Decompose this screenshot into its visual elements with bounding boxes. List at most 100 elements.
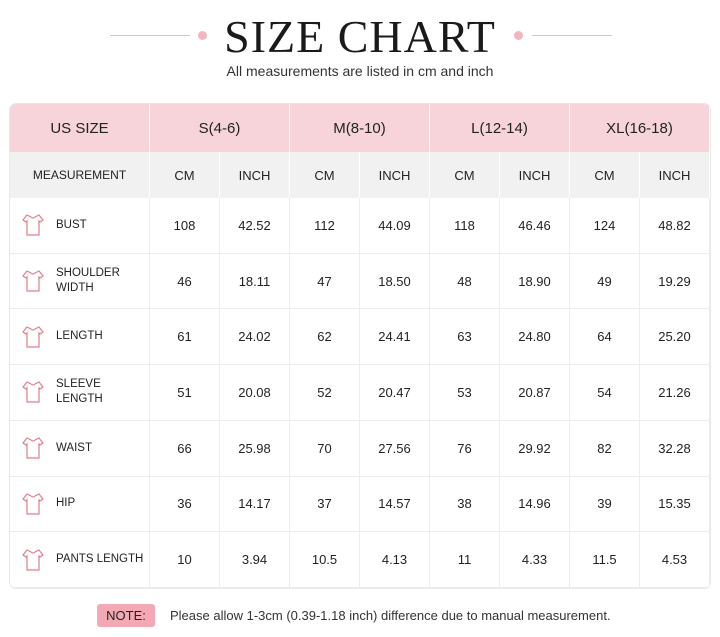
value-cell: 124 bbox=[570, 198, 640, 254]
measurement-label: LENGTH bbox=[10, 309, 150, 366]
unit-header: CM bbox=[290, 152, 360, 198]
value-cell: 15.35 bbox=[640, 476, 710, 533]
value-cell: 24.41 bbox=[360, 309, 430, 366]
value-cell: 10.5 bbox=[290, 532, 360, 588]
value-cell: 51 bbox=[150, 365, 220, 421]
value-cell: 44.09 bbox=[360, 198, 430, 254]
value-cell: 4.33 bbox=[500, 532, 570, 588]
value-cell: 63 bbox=[430, 309, 500, 366]
value-cell: 76 bbox=[430, 420, 500, 477]
icon bbox=[22, 381, 44, 404]
unit-header: INCH bbox=[500, 152, 570, 198]
value-cell: 21.26 bbox=[640, 365, 710, 421]
measurement-header: MEASUREMENT bbox=[10, 152, 150, 198]
label-text: WAIST bbox=[56, 441, 92, 454]
value-cell: 19.29 bbox=[640, 253, 710, 310]
value-cell: 118 bbox=[430, 198, 500, 254]
value-cell: 18.50 bbox=[360, 253, 430, 310]
measurement-label: HIP bbox=[10, 476, 150, 533]
value-cell: 10 bbox=[150, 532, 220, 588]
measurement-label: BUST bbox=[10, 198, 150, 254]
value-cell: 47 bbox=[290, 253, 360, 310]
measurement-label: SHOULDER WIDTH bbox=[10, 253, 150, 310]
label-text: SHOULDER WIDTH bbox=[56, 267, 120, 295]
size-header: L(12-14) bbox=[430, 104, 570, 152]
size-header: S(4-6) bbox=[150, 104, 290, 152]
value-cell: 27.56 bbox=[360, 420, 430, 477]
measurement-label: PANTS LENGTH bbox=[10, 532, 150, 588]
value-cell: 70 bbox=[290, 420, 360, 477]
value-cell: 29.92 bbox=[500, 420, 570, 477]
value-cell: 61 bbox=[150, 309, 220, 366]
value-cell: 108 bbox=[150, 198, 220, 254]
subtitle: All measurements are listed in cm and in… bbox=[226, 63, 494, 79]
value-cell: 25.20 bbox=[640, 309, 710, 366]
value-cell: 42.52 bbox=[220, 198, 290, 254]
measurement-label: WAIST bbox=[10, 420, 150, 477]
value-cell: 54 bbox=[570, 365, 640, 421]
icon bbox=[22, 548, 44, 571]
decor-dot bbox=[198, 31, 207, 40]
value-cell: 14.17 bbox=[220, 476, 290, 533]
icon bbox=[22, 493, 44, 515]
value-cell: 62 bbox=[290, 309, 360, 366]
note-tag: NOTE: bbox=[97, 604, 155, 627]
value-cell: 20.08 bbox=[220, 365, 290, 421]
unit-header: CM bbox=[570, 152, 640, 198]
unit-header: INCH bbox=[220, 152, 290, 198]
value-cell: 20.47 bbox=[360, 365, 430, 421]
label-text: SLEEVE LENGTH bbox=[56, 378, 103, 406]
icon bbox=[22, 437, 44, 459]
unit-header: INCH bbox=[640, 152, 710, 198]
us-size-header: US SIZE bbox=[10, 104, 150, 152]
title: SIZE CHART bbox=[224, 11, 496, 62]
value-cell: 24.02 bbox=[220, 309, 290, 366]
value-cell: 14.96 bbox=[500, 476, 570, 533]
value-cell: 37 bbox=[290, 476, 360, 533]
value-cell: 49 bbox=[570, 253, 640, 310]
value-cell: 46.46 bbox=[500, 198, 570, 254]
label-text: LENGTH bbox=[56, 330, 103, 343]
value-cell: 64 bbox=[570, 309, 640, 366]
value-cell: 11.5 bbox=[570, 532, 640, 588]
value-cell: 53 bbox=[430, 365, 500, 421]
size-header: XL(16-18) bbox=[570, 104, 710, 152]
value-cell: 4.53 bbox=[640, 532, 710, 588]
value-cell: 24.80 bbox=[500, 309, 570, 366]
value-cell: 46 bbox=[150, 253, 220, 310]
value-cell: 38 bbox=[430, 476, 500, 533]
value-cell: 18.11 bbox=[220, 253, 290, 310]
value-cell: 4.13 bbox=[360, 532, 430, 588]
decor-dot bbox=[514, 31, 523, 40]
value-cell: 66 bbox=[150, 420, 220, 477]
measurement-label: SLEEVE LENGTH bbox=[10, 365, 150, 421]
size-header: M(8-10) bbox=[290, 104, 430, 152]
value-cell: 48 bbox=[430, 253, 500, 310]
value-cell: 14.57 bbox=[360, 476, 430, 533]
unit-header: CM bbox=[430, 152, 500, 198]
decor-line bbox=[532, 35, 612, 36]
value-cell: 112 bbox=[290, 198, 360, 254]
value-cell: 48.82 bbox=[640, 198, 710, 254]
icon bbox=[22, 270, 44, 292]
label-text: HIP bbox=[56, 497, 76, 510]
value-cell: 25.98 bbox=[220, 420, 290, 477]
value-cell: 82 bbox=[570, 420, 640, 477]
value-cell: 36 bbox=[150, 476, 220, 533]
value-cell: 20.87 bbox=[500, 365, 570, 421]
value-cell: 32.28 bbox=[640, 420, 710, 477]
label-text: PANTS LENGTH bbox=[56, 553, 144, 566]
note-text: Please allow 1-3cm (0.39-1.18 inch) diff… bbox=[170, 608, 611, 623]
value-cell: 11 bbox=[430, 532, 500, 588]
label-text: BUST bbox=[56, 218, 87, 231]
icon bbox=[22, 326, 44, 348]
value-cell: 52 bbox=[290, 365, 360, 421]
value-cell: 18.90 bbox=[500, 253, 570, 310]
size-table: US SIZE S(4-6) M(8-10) L(12-14) XL(16-18) MEA… bbox=[10, 104, 710, 588]
value-cell: 3.94 bbox=[220, 532, 290, 588]
value-cell: 39 bbox=[570, 476, 640, 533]
unit-header: INCH bbox=[360, 152, 430, 198]
icon bbox=[22, 214, 44, 236]
unit-header: CM bbox=[150, 152, 220, 198]
